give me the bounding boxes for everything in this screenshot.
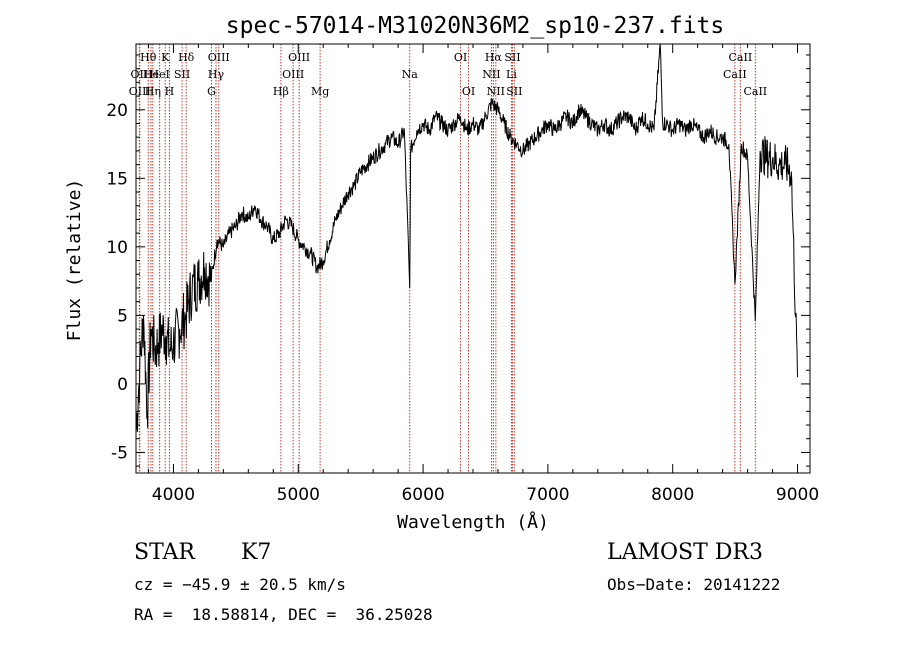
- line-label-17: Na: [402, 68, 419, 81]
- y-tick-label-0: -5: [111, 443, 128, 463]
- line-label-19: OI: [462, 85, 475, 98]
- coordinates: RA = 18.58814, DEC = 36.25028: [134, 605, 433, 624]
- spectrum-line: [135, 43, 798, 432]
- line-label-20: Hα: [485, 51, 503, 64]
- x-tick-label-0: 4000: [152, 485, 195, 505]
- line-label-5: K: [161, 51, 170, 64]
- object-subclass: K7: [241, 540, 272, 565]
- line-label-0: Hθ: [140, 51, 157, 64]
- line-label-9: Hδ: [178, 51, 195, 64]
- axes: 4000 5000 6000 7000 8000 9000 -5 0 5 10 15 20: [106, 44, 819, 505]
- line-label-24: Li: [506, 68, 517, 81]
- line-label-2: OIII: [129, 85, 151, 98]
- survey-name: LAMOST DR3: [607, 540, 763, 565]
- line-label-16: Mg: [311, 85, 329, 98]
- plot-frame: [135, 43, 811, 474]
- x-tick-label-5: 9000: [776, 485, 819, 505]
- line-label-26: CaII: [729, 51, 753, 64]
- line-label-4: Hη: [145, 85, 161, 98]
- x-tick-label-4: 8000: [651, 485, 694, 505]
- line-label-25: SII: [506, 85, 522, 98]
- line-label-11: Hγ: [208, 68, 225, 81]
- y-axis-label: Flux (relative): [64, 179, 85, 342]
- line-label-18: OI: [454, 51, 467, 64]
- line-label-28: CaII: [743, 85, 767, 98]
- line-label-7: H: [165, 85, 175, 98]
- line-label-27: CaII: [723, 68, 747, 81]
- line-label-13: Hβ: [273, 85, 289, 98]
- y-tick-label-4: 15: [106, 169, 128, 189]
- line-label-8: SII: [174, 68, 190, 81]
- x-tick-label-2: 6000: [401, 485, 444, 505]
- line-label-23: SII: [504, 51, 520, 64]
- emission-line-markers: [138, 44, 756, 473]
- y-tick-label-5: 20: [106, 101, 128, 121]
- y-tick-label-3: 10: [106, 238, 128, 258]
- line-label-10: OIII: [208, 51, 230, 64]
- observation-date: Obs−Date: 20141222: [607, 575, 781, 594]
- line-label-21: NII: [482, 68, 500, 81]
- y-tick-label-1: 0: [117, 375, 128, 395]
- line-label-1: OII: [131, 68, 149, 81]
- line-label-3: He: [143, 68, 159, 81]
- redshift-velocity: cz = −45.9 ± 20.5 km/s: [134, 575, 346, 594]
- x-tick-label-3: 7000: [526, 485, 569, 505]
- x-axis-label: Wavelength (Å): [397, 511, 549, 533]
- emission-line-labels: Hθ OII OIII He Hη K HeI H SII Hδ OIII Hγ G Hβ OIII OIII…: [129, 51, 767, 98]
- line-label-6: HeI: [149, 68, 169, 81]
- object-class: STAR: [134, 540, 195, 565]
- x-tick-label-1: 5000: [277, 485, 320, 505]
- line-label-12: G: [207, 85, 216, 98]
- y-tick-label-2: 5: [117, 306, 128, 326]
- line-label-15: OIII: [282, 68, 304, 81]
- series-layer: [135, 43, 798, 432]
- line-label-22: NII: [487, 85, 505, 98]
- line-label-14: OIII: [288, 51, 310, 64]
- chart-title: spec-57014-M31020N36M2_sp10-237.fits: [226, 13, 725, 39]
